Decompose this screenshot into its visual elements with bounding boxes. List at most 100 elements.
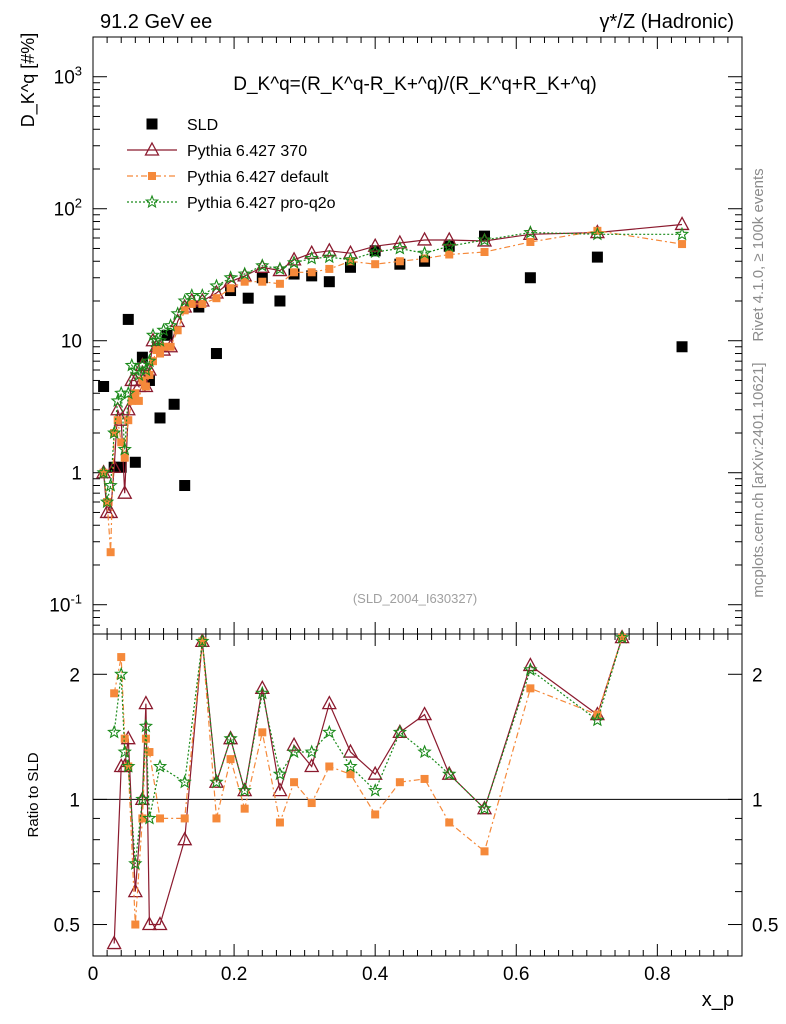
mcplots-label: mcplots.cern.ch [arXiv:2401.10621] (750, 362, 767, 597)
data-point-pq2o (209, 278, 224, 293)
ratio-ytick-label: 0.5 (54, 916, 80, 937)
ratio-point-p370 (152, 916, 168, 931)
data-point-p370 (392, 234, 408, 249)
ratio-point-pdefault (290, 778, 299, 787)
series-line-pq2o (103, 231, 682, 503)
data-point-pdefault (678, 240, 687, 249)
data-point-pq2o (99, 494, 115, 509)
header-right: γ*/Z (Hadronic) (600, 11, 734, 33)
data-point-pdefault (240, 277, 249, 286)
data-point-pdefault (371, 260, 380, 269)
ytick-base: 10 (54, 68, 75, 89)
legend-label-sld: SLD (187, 117, 218, 134)
ratio-line-p370 (113, 637, 623, 944)
data-point-sld (122, 313, 134, 325)
main-series-group (95, 216, 690, 557)
main-ylabel: D_K^q [#%] (18, 33, 39, 128)
ratio-point-pdefault (445, 818, 454, 827)
ratio-point-pq2o (523, 662, 538, 676)
ratio-point-p370 (177, 831, 193, 846)
data-point-pdefault (480, 248, 489, 257)
ytick-base: 10 (54, 200, 75, 221)
data-point-pdefault (113, 416, 122, 425)
ratio-point-p370 (416, 706, 433, 721)
ratio-point-pq2o (392, 724, 408, 739)
data-point-pq2o (138, 362, 154, 377)
ratio-point-pq2o (590, 712, 605, 727)
legend-marker-sld (146, 118, 158, 130)
ratio-point-pdefault (240, 804, 249, 813)
ratio-point-p370 (127, 883, 143, 898)
ratio-point-pq2o (223, 731, 238, 745)
ratio-point-pdefault (138, 814, 147, 823)
data-point-sld (129, 456, 141, 468)
data-point-p370 (106, 458, 122, 473)
data-point-pq2o (674, 226, 690, 241)
ratio-point-p370 (304, 758, 320, 773)
data-point-sld (98, 381, 110, 393)
ratio-point-pq2o (128, 856, 143, 870)
data-point-p370 (416, 231, 433, 246)
data-point-pdefault (290, 268, 299, 277)
data-point-pq2o (152, 333, 168, 347)
ratio-point-pq2o (615, 630, 630, 644)
ratio-point-pdefault (110, 689, 119, 698)
data-point-p370 (120, 401, 136, 416)
legend-label-pdefault: Pythia 6.427 default (187, 169, 329, 186)
ratio-point-pq2o (304, 744, 319, 759)
ratio-point-pdefault (120, 734, 129, 743)
data-point-pq2o (223, 270, 238, 284)
ratio-point-p370 (141, 916, 158, 931)
ratio-point-pdefault (275, 818, 284, 827)
ratio-point-pq2o (477, 801, 492, 815)
ratio-point-p370 (237, 782, 253, 797)
ratio-point-pq2o (417, 744, 432, 759)
data-point-pdefault (198, 299, 207, 308)
data-point-sld (344, 261, 356, 273)
data-point-pq2o (304, 250, 319, 265)
data-point-sld (143, 374, 155, 386)
data-point-sld (591, 251, 603, 263)
data-point-pq2o (170, 306, 185, 320)
data-point-pdefault (166, 342, 175, 351)
data-point-pdefault (110, 428, 119, 437)
data-point-sld (210, 348, 222, 360)
data-point-pdefault (127, 396, 136, 405)
ratio-point-pdefault (141, 734, 150, 743)
data-point-pq2o (237, 266, 252, 281)
legend-label-pq2o: Pythia 6.427 pro-q2o (187, 195, 336, 212)
data-point-pq2o (442, 238, 457, 253)
data-point-pdefault (159, 342, 168, 351)
data-point-p370 (367, 237, 383, 252)
legend-marker-pdefault (148, 172, 156, 180)
data-point-p370 (441, 231, 457, 246)
data-point-pq2o (142, 353, 157, 368)
ratio-point-p370 (106, 935, 122, 950)
ratio-point-pq2o (272, 766, 288, 781)
formula-label: D_K^q=(R_K^q-R_K+^q)/(R_K^q+R_K+^q) (233, 74, 597, 95)
ytick-exp: -1 (70, 592, 82, 607)
data-point-pq2o (117, 442, 132, 456)
ratio-point-pdefault (198, 637, 207, 646)
ratio-ytick-label-right: 2 (752, 665, 763, 686)
ratio-point-pdefault (212, 814, 221, 823)
ratio-point-pq2o (286, 744, 302, 759)
data-point-pq2o (163, 318, 178, 332)
xlabel: x_p (702, 989, 734, 1011)
data-point-pdefault (120, 453, 129, 462)
ratio-point-pdefault (307, 799, 316, 808)
data-point-pq2o (392, 241, 408, 255)
main-ytick-label: 1 (71, 464, 82, 485)
ratio-point-p370 (321, 695, 337, 710)
data-point-p370 (522, 225, 538, 240)
data-point-sld (242, 292, 254, 304)
data-point-pdefault (106, 548, 115, 557)
ytick-base: 10 (49, 596, 70, 617)
ratio-point-pdefault (371, 810, 380, 819)
data-point-pdefault (212, 294, 221, 303)
data-point-sld (524, 272, 536, 284)
ratio-point-pdefault (124, 762, 133, 771)
data-point-p370 (110, 401, 126, 416)
data-point-pdefault (445, 250, 454, 259)
ratio-point-pq2o (195, 633, 210, 648)
